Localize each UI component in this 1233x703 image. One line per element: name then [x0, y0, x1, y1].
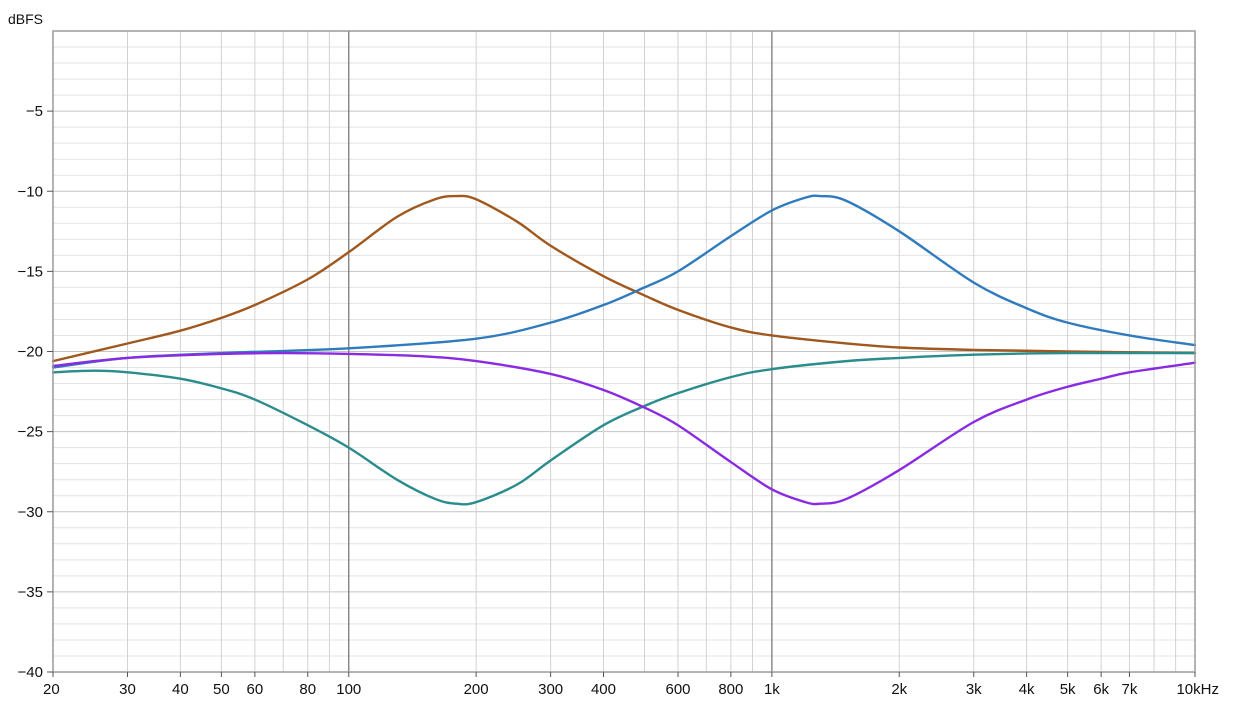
- x-tick-label: 400: [591, 681, 616, 698]
- y-tick-label: −25: [18, 424, 43, 441]
- x-tick-label: 7k: [1122, 681, 1138, 698]
- series-line-4: [51, 351, 1197, 506]
- x-tick-label: 20: [43, 681, 60, 698]
- series-line-1: [51, 194, 1197, 363]
- x-tick-label: 2k: [891, 681, 907, 698]
- x-tick-label: 800: [718, 681, 743, 698]
- x-tick-label: 300: [538, 681, 563, 698]
- y-tick-label: −30: [18, 504, 43, 521]
- series-line-3: [51, 351, 1197, 506]
- x-tick-label: 10kHz: [1176, 681, 1219, 698]
- y-tick-label: −20: [18, 344, 43, 361]
- x-tick-label: 5k: [1060, 681, 1076, 698]
- x-tick-label: 40: [172, 681, 189, 698]
- series-lines: [51, 194, 1197, 506]
- y-axis-unit-label: dBFS: [8, 11, 43, 27]
- x-tick-label: 1k: [764, 681, 780, 698]
- series-line-2: [51, 194, 1197, 369]
- x-tick-label: 6k: [1093, 681, 1109, 698]
- y-tick-label: −5: [26, 103, 43, 120]
- y-tick-label: −10: [18, 183, 43, 200]
- y-tick-label: −40: [18, 664, 43, 681]
- x-tick-label: 100: [336, 681, 361, 698]
- y-tick-label: −35: [18, 584, 43, 601]
- x-tick-label: 80: [299, 681, 316, 698]
- x-axis-ticks: 20 30 40 50 60 80 100 200 300 400 600 800 1k 2k 3k 4k 5k…: [43, 672, 1219, 698]
- x-tick-label: 600: [665, 681, 690, 698]
- x-tick-label: 50: [213, 681, 230, 698]
- y-axis-ticks: −5 −10 −15 −20 −25 −30 −35 −40: [18, 103, 53, 681]
- x-tick-label: 3k: [966, 681, 982, 698]
- x-tick-label: 60: [247, 681, 264, 698]
- x-tick-label: 4k: [1019, 681, 1035, 698]
- x-tick-label: 200: [464, 681, 489, 698]
- y-tick-label: −15: [18, 263, 43, 280]
- x-tick-label: 30: [119, 681, 136, 698]
